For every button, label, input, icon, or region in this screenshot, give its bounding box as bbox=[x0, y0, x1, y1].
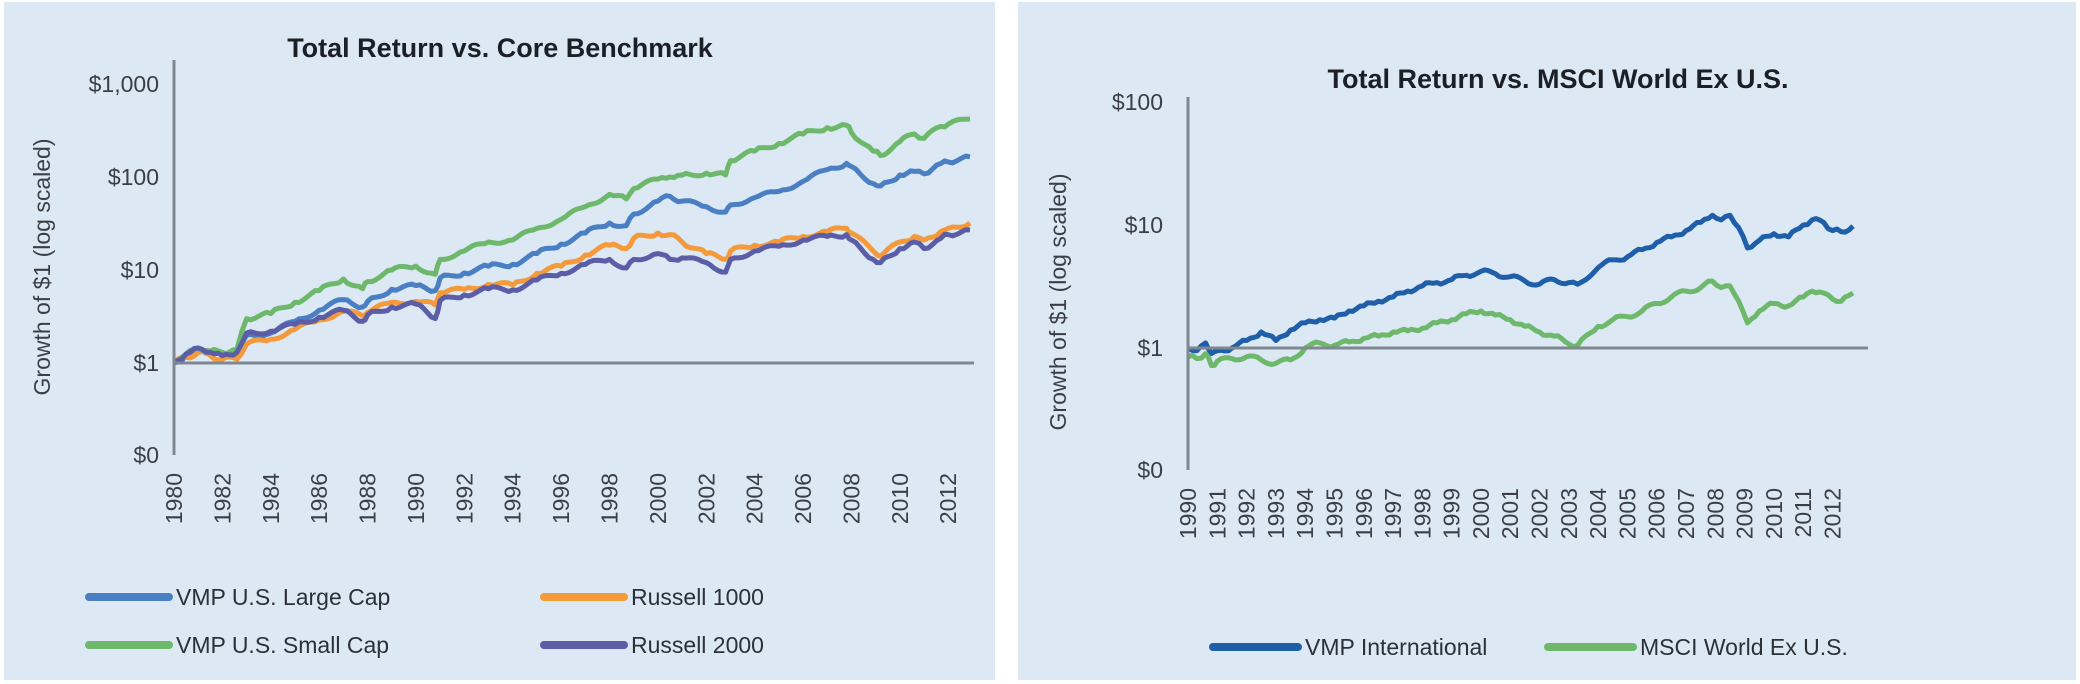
x-tick-label: 1992 bbox=[1234, 488, 1260, 539]
x-tick-label: 1982 bbox=[209, 473, 235, 524]
series-line-russell-2000 bbox=[172, 227, 971, 366]
x-tick-label: 1999 bbox=[1439, 488, 1465, 539]
x-tick-label: 1998 bbox=[1409, 488, 1435, 539]
y-tick-label: $0 bbox=[133, 442, 159, 468]
y-axis-label: Growth of $1 (log scaled) bbox=[1045, 174, 1071, 431]
y-tick-label: $1 bbox=[1137, 335, 1163, 361]
legend: VMP International MSCI World Ex U.S. bbox=[1209, 634, 1848, 660]
x-tick-label: 2012 bbox=[1819, 488, 1845, 539]
x-tick-label: 2010 bbox=[1761, 488, 1787, 539]
x-tick-label: 1995 bbox=[1321, 488, 1347, 539]
y-tick-label: $1 bbox=[133, 350, 159, 376]
y-tick-label: $100 bbox=[1112, 89, 1163, 115]
series-line-msci-world-ex-u-s bbox=[1187, 278, 1855, 368]
x-tick-label: 2007 bbox=[1673, 488, 1699, 539]
x-tick-label: 1997 bbox=[1380, 488, 1406, 539]
legend-label: Russell 2000 bbox=[631, 632, 764, 658]
x-tick-label: 1980 bbox=[161, 473, 187, 524]
y-tick-label: $1,000 bbox=[89, 71, 159, 97]
chart-title: Total Return vs. MSCI World Ex U.S. bbox=[1327, 64, 1788, 94]
x-tick-label: 1984 bbox=[258, 473, 284, 524]
x-tick-label: 2006 bbox=[790, 473, 816, 524]
x-tick-label: 1996 bbox=[1351, 488, 1377, 539]
x-tick-label: 1990 bbox=[1175, 488, 1201, 539]
chart-core-benchmark: Total Return vs. Core Benchmark Growth o… bbox=[29, 33, 974, 658]
x-tick-label: 2003 bbox=[1556, 488, 1582, 539]
series-line-vmp-international bbox=[1186, 212, 1855, 357]
chart-panel-core-benchmark: Total Return vs. Core Benchmark Growth o… bbox=[4, 2, 995, 680]
y-tick-label: $100 bbox=[108, 164, 159, 190]
x-tick-label: 2008 bbox=[1702, 488, 1728, 539]
legend-label: Russell 1000 bbox=[631, 584, 764, 610]
x-tick-label: 2006 bbox=[1644, 488, 1670, 539]
series-line-vmp-u-s-large-cap bbox=[173, 153, 971, 366]
x-tick-label: 2012 bbox=[935, 473, 961, 524]
x-tick-label: 1988 bbox=[355, 473, 381, 524]
series-line-russell-1000 bbox=[172, 220, 972, 365]
y-tick-label: $10 bbox=[121, 257, 159, 283]
x-tick-label: 2010 bbox=[887, 473, 913, 524]
x-tick-label: 1996 bbox=[548, 473, 574, 524]
chart-title: Total Return vs. Core Benchmark bbox=[287, 33, 714, 63]
x-tick-label: 1998 bbox=[597, 473, 623, 524]
x-tick-label: 2009 bbox=[1732, 488, 1758, 539]
x-tick-label: 1994 bbox=[1292, 488, 1318, 539]
x-tick-label: 2001 bbox=[1497, 488, 1523, 539]
x-tick-label: 2004 bbox=[742, 473, 768, 524]
x-tick-label: 1986 bbox=[306, 473, 332, 524]
y-tick-label: $0 bbox=[1137, 457, 1163, 483]
y-axis-label: Growth of $1 (log scaled) bbox=[29, 139, 55, 396]
x-tick-label: 2004 bbox=[1585, 488, 1611, 539]
chart-msci-world: Total Return vs. MSCI World Ex U.S. Grow… bbox=[1045, 64, 1868, 660]
chart-panel-msci-world: Total Return vs. MSCI World Ex U.S. Grow… bbox=[1018, 2, 2076, 680]
x-tick-label: 2008 bbox=[838, 473, 864, 524]
legend: VMP U.S. Large Cap Russell 1000 VMP U.S. S… bbox=[85, 584, 764, 658]
legend-label: VMP U.S. Small Cap bbox=[176, 632, 389, 658]
legend-label: VMP U.S. Large Cap bbox=[176, 584, 390, 610]
series-line-vmp-u-s-small-cap bbox=[173, 116, 971, 366]
x-tick-label: 2002 bbox=[1527, 488, 1553, 539]
x-tick-label: 1992 bbox=[451, 473, 477, 524]
x-tick-label: 2005 bbox=[1614, 488, 1640, 539]
x-tick-label: 1994 bbox=[500, 473, 526, 524]
legend-label: MSCI World Ex U.S. bbox=[1640, 634, 1848, 660]
x-tick-label: 2000 bbox=[645, 473, 671, 524]
x-tick-label: 2011 bbox=[1790, 488, 1816, 537]
x-tick-label: 1990 bbox=[403, 473, 429, 524]
y-tick-label: $10 bbox=[1125, 212, 1163, 238]
x-tick-label: 2000 bbox=[1468, 488, 1494, 539]
legend-label: VMP International bbox=[1305, 634, 1487, 660]
x-tick-label: 1993 bbox=[1263, 488, 1289, 539]
x-tick-label: 2002 bbox=[693, 473, 719, 524]
x-tick-label: 1991 bbox=[1204, 488, 1230, 539]
